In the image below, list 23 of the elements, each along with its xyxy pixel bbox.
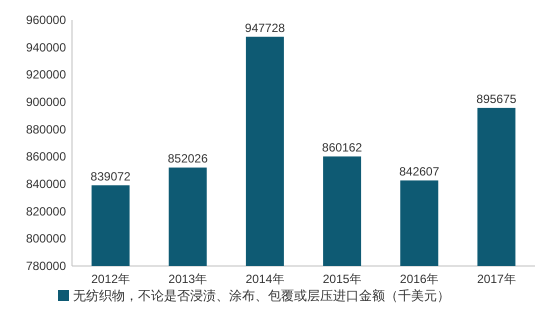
y-tick-label: 920000	[26, 68, 66, 82]
data-label: 860162	[322, 140, 362, 154]
y-tick-label: 840000	[26, 177, 66, 191]
x-tick-label: 2016年	[400, 272, 439, 286]
legend-label: 无纺织物，不论是否浸渍、涂布、包覆或层压进口金额（千美元）	[73, 288, 450, 303]
x-tick-label: 2013年	[168, 272, 208, 286]
x-tick-label: 2017年	[477, 272, 516, 286]
data-label: 947728	[244, 20, 286, 35]
y-tick-label: 960000	[26, 13, 66, 27]
x-tick-label: 2014年	[246, 272, 284, 286]
y-tick-label: 820000	[26, 204, 66, 218]
data-label: 842607	[399, 164, 440, 178]
data-label: 839072	[90, 169, 131, 184]
y-tick-label: 900000	[26, 95, 66, 109]
y-tick-label: 800000	[26, 232, 66, 246]
y-tick-label: 860000	[26, 150, 66, 164]
data-label: 852026	[168, 152, 208, 166]
x-tick-label: 2015年	[322, 272, 362, 286]
y-tick-label: 940000	[26, 40, 66, 54]
y-tick-label: 780000	[26, 259, 66, 273]
y-tick-label: 880000	[26, 122, 66, 136]
data-label: 895675	[476, 92, 517, 106]
x-tick-label: 2012年	[91, 272, 130, 286]
